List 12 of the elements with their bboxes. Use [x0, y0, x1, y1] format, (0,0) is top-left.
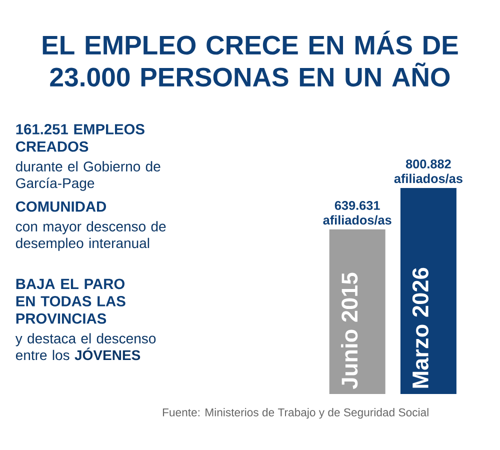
text: y destaca el descenso entre los JÓVENES — [15, 333, 156, 360]
text: COMUNIDAD — [16, 201, 106, 212]
text: durante el Gobierno de García-Page — [16, 161, 160, 191]
x-tick-label: Marzo 2026 — [412, 268, 428, 388]
data-label: 800.882 afiliados/as — [394, 159, 462, 184]
text: BAJA EL PARO EN TODAS LAS PROVINCIAS — [16, 278, 126, 324]
chart-title: EL EMPLEO CRECE EN MÁS DE 23.000 PERSONAS EN UN AÑO — [42, 30, 458, 87]
data-label: 639.631 afiliados/as — [323, 200, 392, 225]
source-note: Fuente: Ministerios de Trabajo y de Seguridad Social — [162, 408, 428, 419]
x-tick-label: Junio 2015 — [341, 272, 358, 389]
text: 161.251 EMPLEOS CREADOS — [16, 124, 144, 152]
text: con mayor descenso de desempleo interanual — [16, 221, 166, 251]
